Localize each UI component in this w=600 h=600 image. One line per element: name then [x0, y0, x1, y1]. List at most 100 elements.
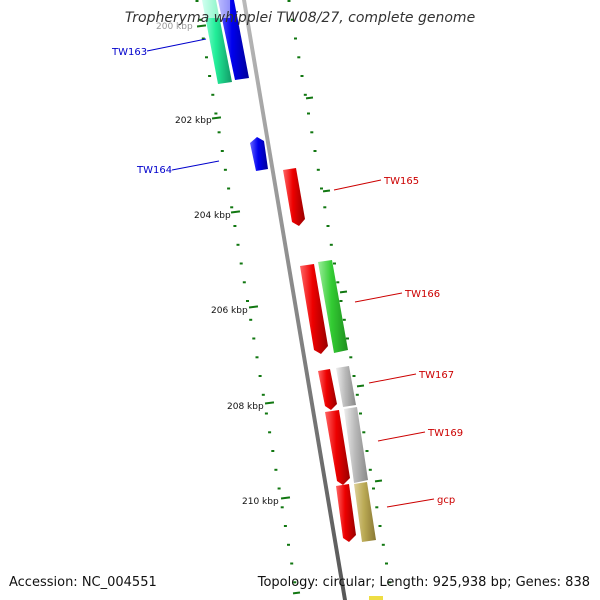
overlap-highlight — [202, 0, 230, 18]
tick-dot-21 — [261, 393, 265, 396]
tick-200 — [196, 24, 207, 28]
gene-gcp-cds[interactable] — [336, 484, 356, 542]
outer-tick-dot-5 — [303, 93, 307, 96]
gene-label-tw169[interactable]: TW169 — [427, 428, 463, 439]
gene-tw166-cog[interactable] — [318, 260, 348, 353]
tick-dot-1 — [198, 18, 202, 21]
tick-208 — [264, 401, 275, 405]
outer-tick-dot-4 — [300, 75, 304, 77]
outer-tick-f — [292, 591, 301, 595]
outer-tick-dot-27 — [375, 506, 379, 509]
leader-tw169 — [377, 431, 426, 442]
outer-tick-dot-18 — [346, 337, 349, 340]
outer-tick-dot-30 — [385, 562, 388, 565]
tick-204 — [230, 210, 241, 214]
tick-track — [195, 0, 297, 584]
gene-label-gcp[interactable]: gcp — [437, 495, 455, 506]
outer-tick-dot-8 — [313, 150, 317, 152]
tick-210 — [280, 496, 291, 500]
gene-tw167-cds[interactable] — [318, 369, 337, 410]
tick-dot-25 — [274, 468, 278, 471]
outer-tick-a — [305, 96, 314, 100]
genome-summary: Topology: circular; Length: 925,938 bp; … — [257, 575, 590, 590]
tick-dot-14 — [239, 262, 243, 265]
outer-tick-dot-19 — [349, 356, 353, 359]
gene-tw163-cds[interactable] — [218, 0, 249, 80]
gene-tw166-cds[interactable] — [300, 264, 328, 354]
tick-dot-5 — [211, 93, 215, 96]
outer-tick-dot-17 — [342, 318, 346, 321]
outer-tick-dot-28 — [378, 525, 382, 527]
outer-tick-dot-25 — [368, 468, 372, 471]
outer-tick-dot-13 — [329, 243, 333, 246]
tick-label-210: 210 kbp — [242, 497, 279, 507]
gene-tw167-cog[interactable] — [336, 366, 356, 407]
gene-tw169-cds[interactable] — [325, 410, 350, 485]
tick-dot-4 — [208, 75, 212, 77]
outer-tick-e — [374, 479, 383, 483]
genome-backbone — [242, 0, 347, 600]
tick-dot-27 — [280, 506, 284, 509]
tick-dot-26 — [277, 487, 281, 490]
outer-tick-dot-22 — [359, 412, 362, 415]
tick-202 — [211, 116, 222, 120]
tick-dot-13 — [236, 243, 240, 246]
tick-dot-9 — [223, 168, 227, 171]
outer-tick-c — [339, 290, 348, 294]
gene-tw165-cds[interactable] — [283, 168, 305, 226]
gene-tw163-teal-cog[interactable] — [202, 0, 232, 84]
accession-text: Accession: NC_004551 — [9, 575, 157, 590]
tick-206 — [248, 305, 259, 309]
gene-label-tw165[interactable]: TW165 — [383, 176, 419, 187]
outer-tick-dot-26 — [372, 487, 375, 490]
outer-tick-dot-21 — [355, 393, 359, 396]
outer-tick-d — [356, 384, 365, 388]
leader-tw165 — [333, 179, 382, 191]
tick-dot-20 — [258, 375, 262, 377]
outer-tick-dot-9 — [316, 168, 320, 171]
tick-dot-3 — [205, 56, 208, 59]
outer-tick-dot-10 — [320, 187, 323, 190]
outer-tick-dot-12 — [326, 225, 330, 227]
tick-dot-23 — [268, 431, 272, 434]
outer-tick-dot-3 — [297, 56, 301, 59]
tick-dot-24 — [271, 450, 275, 452]
tick-dot-7 — [217, 131, 221, 134]
tick-label-208: 208 kbp — [227, 402, 264, 412]
outer-tick-dot-15 — [336, 281, 340, 284]
tick-dot-2 — [201, 37, 205, 40]
outer-tick-dot-6 — [307, 112, 310, 115]
tick-dot-0 — [195, 0, 199, 2]
tick-label-202: 202 kbp — [175, 116, 212, 126]
tick-dot-11 — [230, 206, 234, 209]
gene-label-tw164[interactable]: TW164 — [136, 165, 172, 176]
leader-tw167 — [368, 373, 417, 384]
tick-dot-28 — [283, 525, 287, 527]
tick-dot-10 — [227, 187, 231, 190]
outer-tick-dot-2 — [294, 37, 297, 40]
leader-tw166 — [354, 292, 403, 303]
gene-tw169-cog[interactable] — [344, 407, 368, 483]
tick-dot-31 — [293, 581, 297, 584]
outer-tick-dot-29 — [381, 543, 385, 546]
gene-tw164-cds[interactable] — [250, 137, 268, 171]
gene-label-tw166[interactable]: TW166 — [404, 289, 440, 300]
outer-tick-dot-7 — [310, 131, 314, 134]
tick-dot-18 — [252, 337, 256, 340]
tick-dot-8 — [220, 150, 224, 152]
tick-dot-17 — [249, 318, 253, 321]
outer-tick-b — [322, 189, 331, 193]
outer-tick-dot-31 — [388, 581, 392, 584]
tick-label-206: 206 kbp — [211, 306, 248, 316]
gene-label-tw163[interactable]: TW163 — [111, 47, 147, 58]
tick-dot-12 — [233, 225, 237, 227]
tick-dot-19 — [255, 356, 259, 359]
outer-tick-dot-23 — [362, 431, 366, 434]
gene-label-tw167[interactable]: TW167 — [418, 370, 454, 381]
tick-dot-29 — [287, 543, 290, 546]
outer-tick-track — [287, 0, 392, 584]
tick-dot-6 — [214, 112, 218, 115]
outer-tick-dot-20 — [352, 375, 356, 377]
gene-gcp-cog[interactable] — [354, 482, 376, 542]
